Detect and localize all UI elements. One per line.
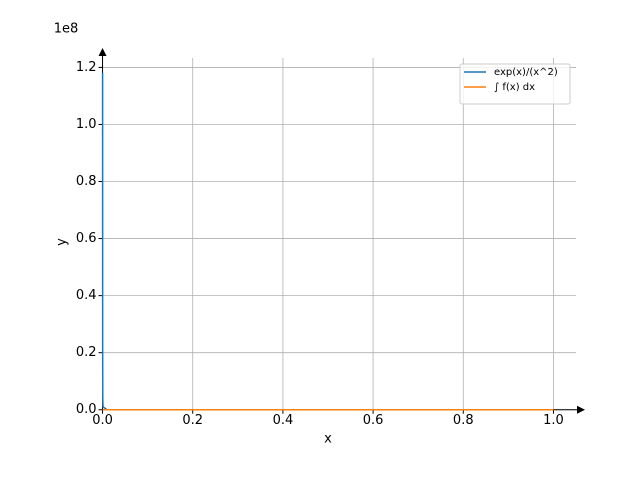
x-axis-arrow — [577, 405, 585, 414]
x-tick-label: 0.4 — [273, 413, 294, 428]
y-tick-label: 0.6 — [76, 231, 97, 246]
x-tick-label: 0.6 — [363, 413, 384, 428]
legend-label: ∫ f(x) dx — [494, 82, 535, 93]
legend-box — [459, 63, 571, 105]
x-tick-label: 0.8 — [453, 413, 474, 428]
x-axis-label: x — [324, 432, 332, 447]
y-axis-arrow — [98, 48, 107, 56]
y-axis-label: y — [55, 238, 70, 246]
y-tick-label: 0.0 — [76, 402, 97, 417]
y-tick-label: 0.2 — [76, 345, 97, 360]
y-tick-label: 1.0 — [76, 117, 97, 132]
y-tick-label: 0.4 — [76, 288, 97, 303]
legend: exp(x)/(x^2) ∫ f(x) dx — [459, 63, 571, 105]
series-line — [101, 73, 554, 411]
y-tick-label: 1.2 — [76, 60, 97, 75]
y-tick-label: 0.8 — [76, 174, 97, 189]
x-tick-label: 0.2 — [182, 413, 203, 428]
x-tick-label: 0.0 — [92, 413, 113, 428]
legend-label: exp(x)/(x^2) — [494, 67, 558, 78]
y-offset-label: 1e8 — [54, 22, 79, 37]
x-tick-label: 1.0 — [543, 413, 564, 428]
